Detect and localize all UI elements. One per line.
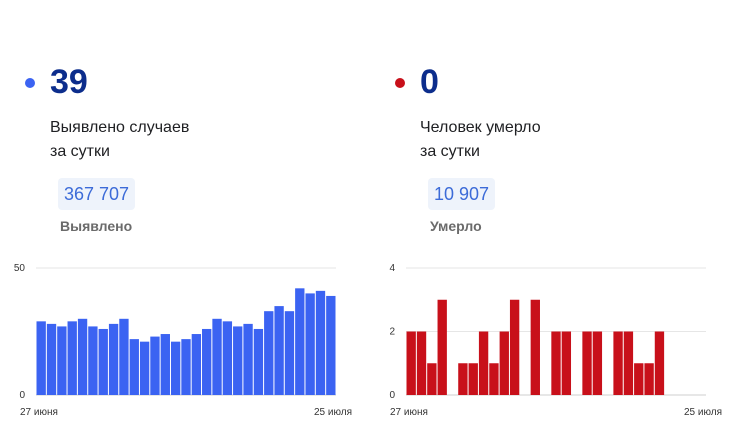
cases-bar	[243, 323, 253, 395]
deaths-bar	[654, 331, 665, 395]
cases-dot-icon	[25, 78, 35, 88]
deaths-label-line2: за сутки	[420, 143, 480, 160]
deaths-dot-icon	[395, 78, 405, 88]
cases-bar	[46, 323, 57, 395]
cases-bar-chart: 0 50 27 июня 25 июля	[14, 263, 352, 418]
cases-x-start-label: 27 июня	[20, 407, 58, 418]
cases-bar	[295, 288, 305, 395]
cases-bar	[315, 290, 326, 395]
cases-bar	[36, 321, 46, 395]
cases-bar	[98, 328, 108, 395]
cases-bar	[139, 341, 150, 395]
cases-bar	[108, 323, 119, 395]
cases-bar	[202, 328, 212, 395]
cases-bar	[326, 295, 336, 395]
cases-y-tick-label: 50	[14, 263, 26, 274]
cases-bar	[284, 311, 295, 395]
deaths-bar	[582, 331, 592, 395]
deaths-y-tick-label: 4	[389, 263, 395, 274]
deaths-x-start-label: 27 июня	[390, 407, 428, 418]
cases-bar	[212, 318, 222, 395]
deaths-total: 10 907	[428, 178, 496, 210]
deaths-x-end-label: 25 июля	[684, 407, 722, 418]
deaths-bar	[478, 331, 489, 395]
deaths-bar-chart: 0 2 4 27 июня 25 июля	[389, 263, 722, 418]
cases-bar	[274, 306, 284, 395]
deaths-bar	[406, 331, 416, 395]
cases-daily-value: 39	[50, 63, 88, 101]
cases-panel: 39 Выявлено случаев за сутки 367 707 Выя…	[0, 0, 360, 428]
cases-total-label: Выявлено	[60, 218, 133, 234]
deaths-bar	[613, 331, 623, 395]
cases-x-end-label: 25 июля	[314, 407, 352, 418]
cases-label-line2: за сутки	[50, 143, 110, 160]
cases-bar	[160, 334, 170, 395]
cases-description: Выявлено случаев за сутки	[50, 116, 189, 164]
deaths-bar	[530, 299, 540, 395]
deaths-description: Человек умерло за сутки	[420, 116, 541, 164]
deaths-bar	[509, 299, 520, 395]
deaths-bar	[489, 363, 499, 395]
deaths-bar	[437, 299, 447, 395]
deaths-bar	[561, 331, 572, 395]
cases-bar	[88, 326, 98, 395]
deaths-bar	[416, 331, 427, 395]
deaths-panel: 0 Человек умерло за сутки 10 907 Умерло …	[370, 0, 730, 428]
deaths-bar	[499, 331, 509, 395]
cases-bar	[129, 339, 139, 395]
cases-bar	[57, 326, 67, 395]
deaths-y-tick-label: 0	[389, 390, 395, 401]
cases-bar	[191, 334, 202, 395]
deaths-y-tick-label: 2	[389, 327, 395, 338]
deaths-bar	[592, 331, 603, 395]
cases-bar	[305, 293, 315, 395]
cases-bar	[233, 326, 243, 395]
cases-bar	[222, 321, 233, 395]
cases-y-tick-label: 0	[19, 390, 25, 401]
deaths-bar	[644, 363, 654, 395]
cases-bar	[253, 328, 264, 395]
deaths-bar	[427, 363, 437, 395]
cases-bar	[67, 321, 77, 395]
deaths-bar	[551, 331, 561, 395]
deaths-bar	[458, 363, 468, 395]
cases-total: 367 707	[58, 178, 136, 210]
deaths-total-label: Умерло	[430, 218, 482, 234]
cases-bar	[150, 336, 160, 395]
deaths-bar	[623, 331, 634, 395]
deaths-bar	[468, 363, 478, 395]
cases-bar	[119, 318, 129, 395]
cases-bar	[264, 311, 274, 395]
cases-bar	[170, 341, 181, 395]
cases-bar	[77, 318, 88, 395]
cases-bar	[181, 339, 191, 395]
deaths-label-line1: Человек умерло	[420, 119, 541, 136]
deaths-bar	[634, 363, 644, 395]
deaths-daily-value: 0	[420, 63, 439, 101]
cases-label-line1: Выявлено случаев	[50, 119, 190, 136]
